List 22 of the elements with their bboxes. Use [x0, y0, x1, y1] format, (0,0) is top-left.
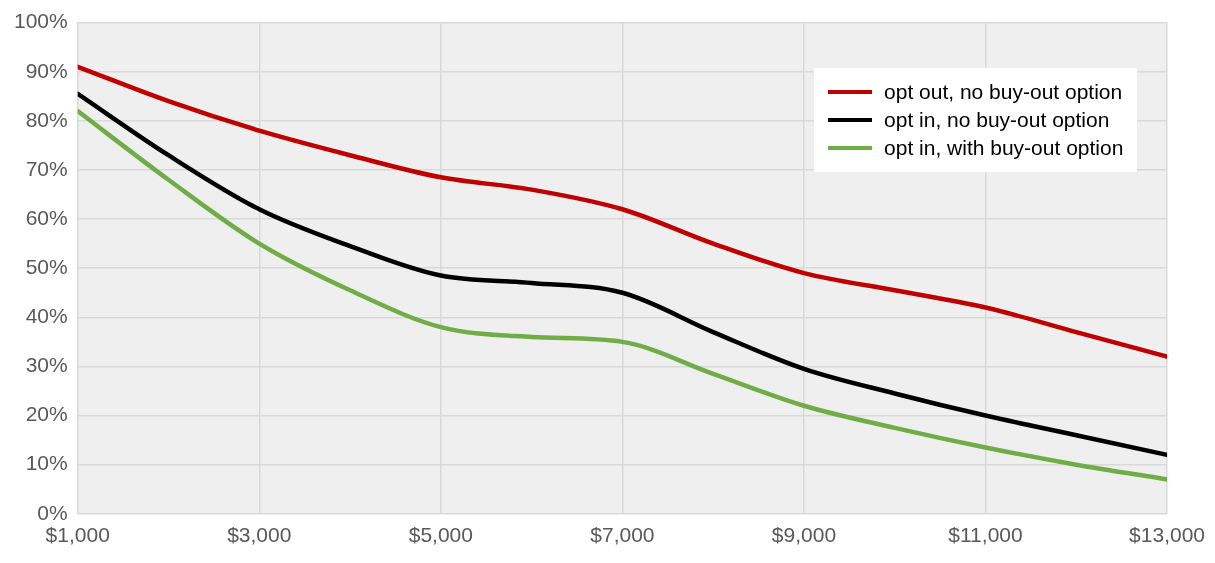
y-tick-label: 70% [25, 156, 68, 180]
y-tick-label: 40% [25, 304, 68, 328]
x-tick-label: $11,000 [948, 523, 1023, 547]
y-tick-label: 30% [25, 353, 68, 377]
line-series [77, 64, 1168, 359]
legend-label: opt in, with buy-out option [884, 135, 1124, 160]
x-tick-label: $9,000 [771, 523, 837, 547]
y-tick-label: 20% [25, 402, 68, 426]
x-tick-label: $7,000 [590, 523, 655, 547]
y-tick-label: 0% [37, 500, 68, 524]
legend-label: opt out, no buy-out option [884, 79, 1123, 104]
legend-label: opt in, no buy-out option [884, 107, 1110, 132]
y-tick-label: 60% [25, 205, 68, 229]
y-tick-label: 50% [25, 255, 68, 278]
y-tick-label: 10% [25, 451, 68, 475]
y-tick-label: 100% [13, 9, 68, 33]
x-tick-label: $13,000 [1129, 523, 1206, 547]
y-tick-label: 80% [25, 107, 68, 131]
x-tick-label: $3,000 [227, 523, 292, 547]
y-tick-label: 90% [25, 58, 68, 82]
x-tick-label: $5,000 [408, 523, 473, 547]
x-tick-label: $1,000 [45, 523, 110, 547]
